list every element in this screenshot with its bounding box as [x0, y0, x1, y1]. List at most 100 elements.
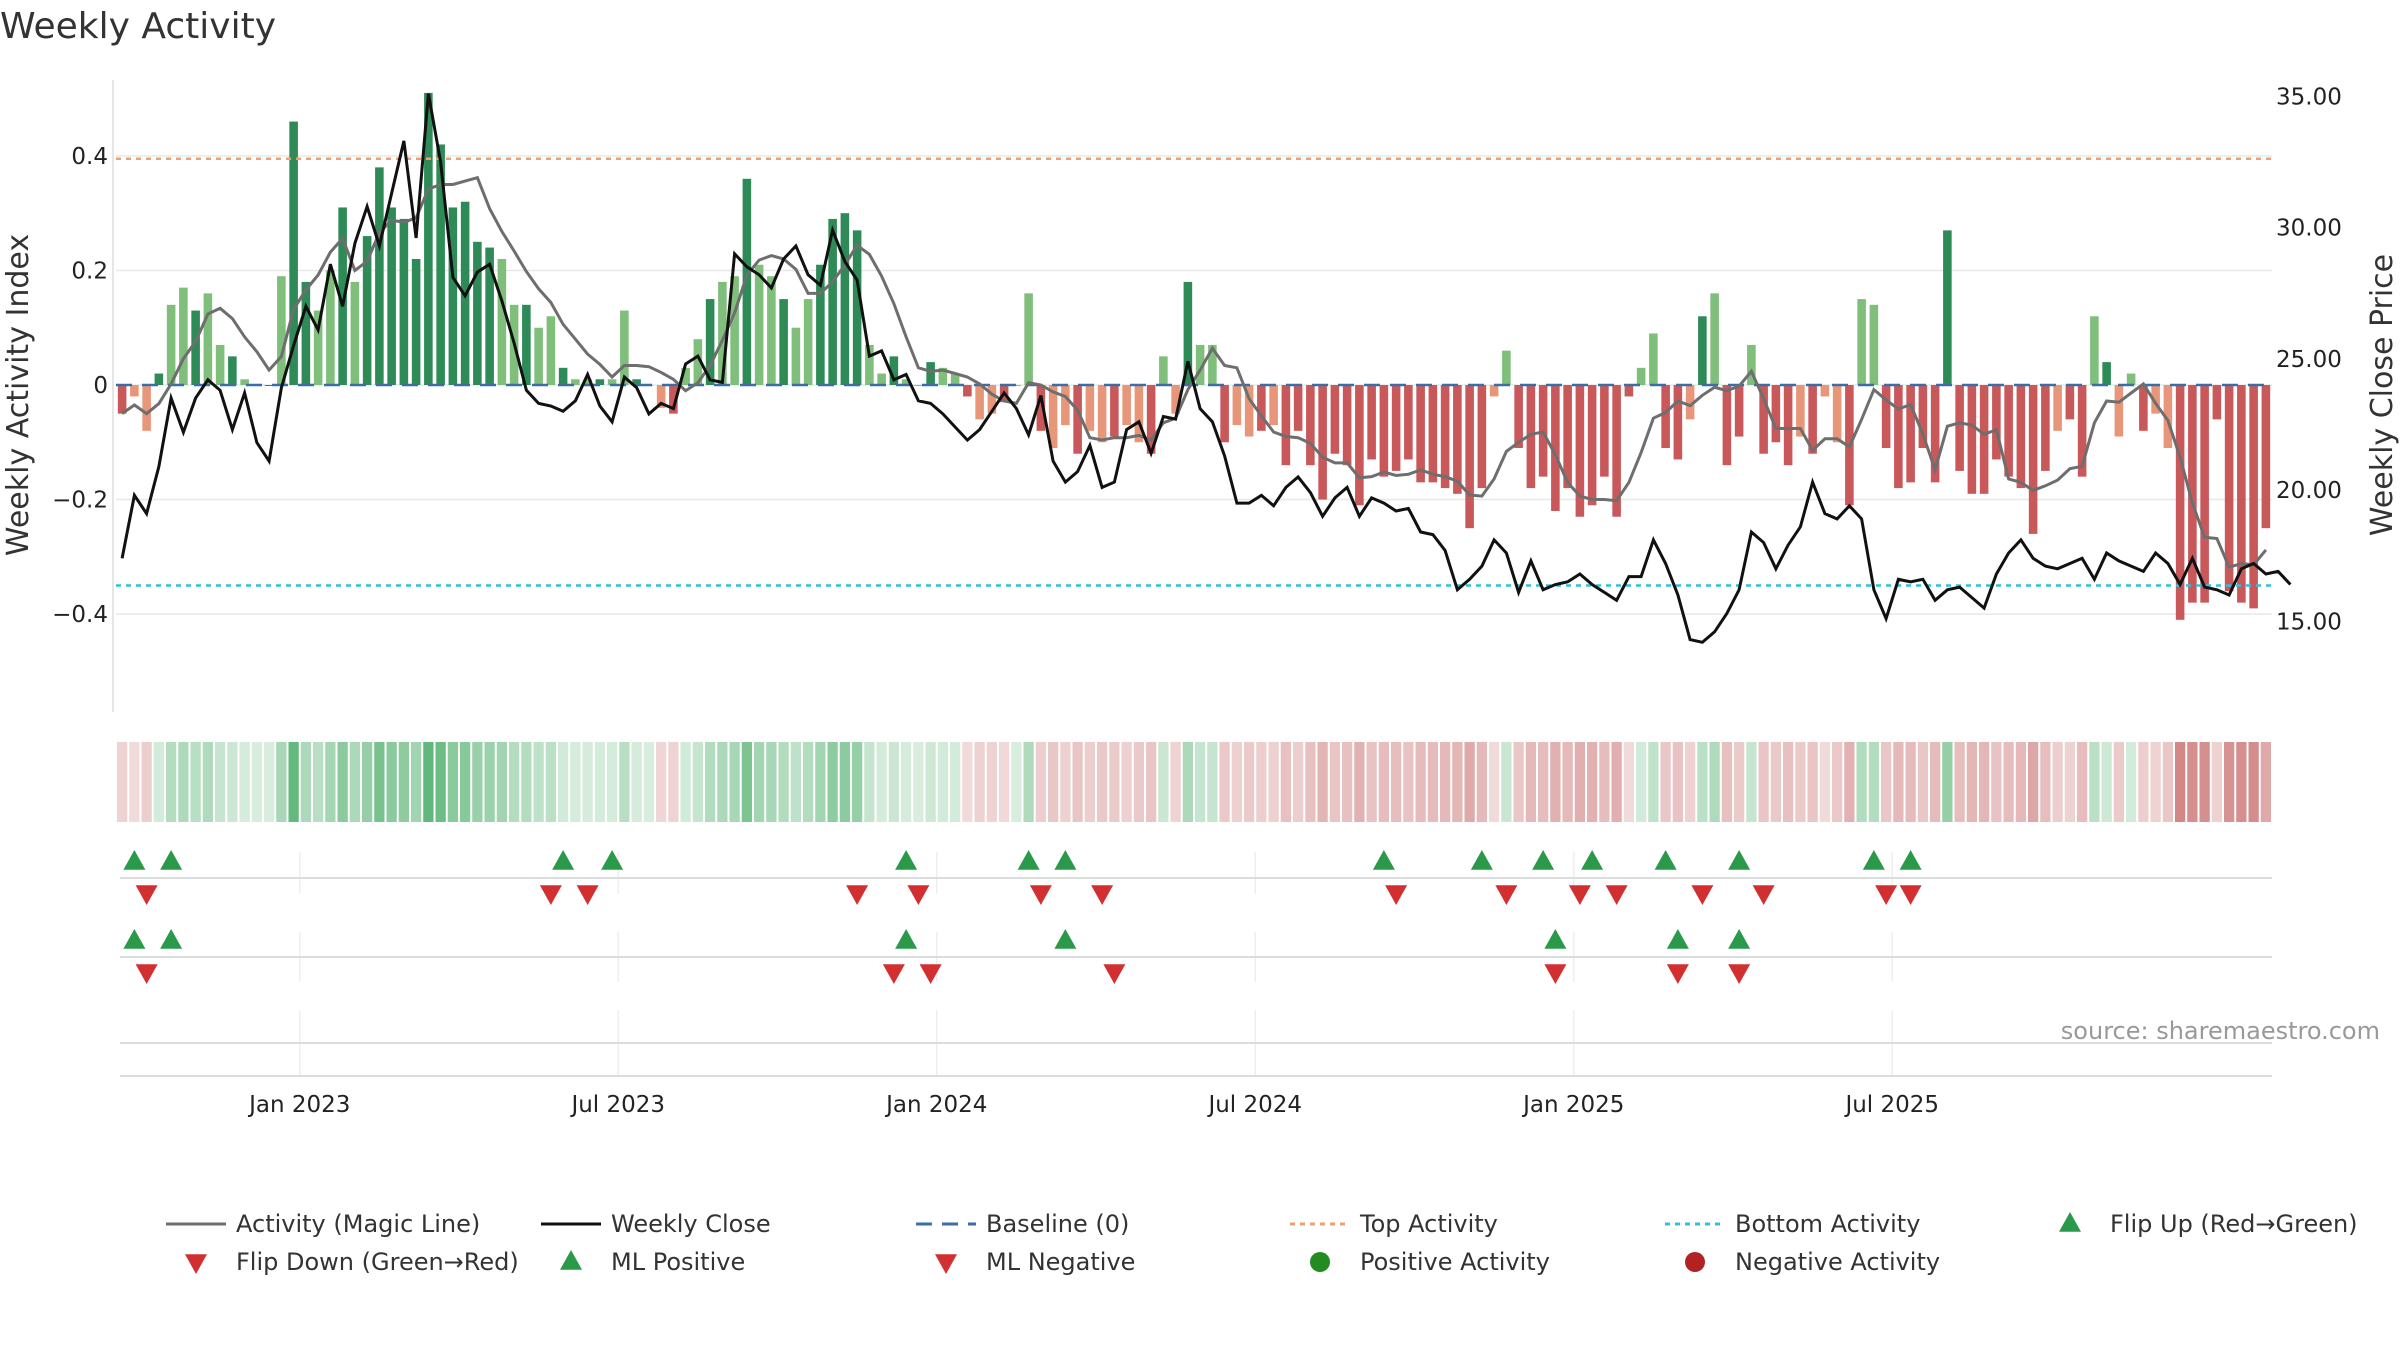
activity-bar	[754, 264, 764, 385]
heat-cell	[1194, 742, 1206, 822]
heat-cell	[227, 742, 238, 822]
heat-cell	[1537, 742, 1549, 822]
heat-cell	[1415, 742, 1426, 822]
heat-cell	[1011, 742, 1022, 822]
heat-cell	[202, 742, 214, 822]
heat-cell	[888, 742, 900, 822]
activity-bar	[2053, 385, 2062, 431]
heat-cell	[1525, 742, 1537, 822]
x-tick-label: Jul 2023	[569, 1092, 665, 1118]
activity-bar	[2028, 385, 2038, 534]
heat-cell	[1807, 742, 1818, 822]
flip-up-marker	[601, 850, 624, 870]
legend-label: Positive Activity	[1360, 1248, 1550, 1276]
heat-cell	[741, 742, 753, 822]
heat-cell	[1929, 742, 1941, 822]
activity-bar	[448, 207, 458, 385]
activity-bar	[2224, 385, 2234, 592]
activity-bar	[546, 316, 556, 385]
flip-up-marker	[1654, 850, 1677, 870]
activity-bar	[705, 299, 715, 385]
activity-bar	[154, 373, 164, 385]
heat-cell	[1697, 742, 1708, 822]
heat-cell	[2064, 742, 2076, 822]
heat-cell	[1795, 742, 1806, 822]
activity-bar	[1195, 344, 1205, 385]
heat-cell	[1856, 742, 1867, 822]
legend-label: Weekly Close	[611, 1210, 771, 1238]
heat-cell	[1035, 742, 1047, 822]
y-right-tick: 15.00	[2276, 609, 2342, 635]
heat-cell	[276, 742, 287, 822]
activity-bar	[1808, 385, 1817, 454]
x-tick-label: Jan 2024	[884, 1092, 987, 1118]
activity-bar	[1269, 385, 1278, 426]
activity-bar	[1771, 385, 1781, 443]
activity-bar	[1257, 385, 1266, 431]
activity-bar	[1747, 344, 1756, 385]
heat-cell	[900, 742, 912, 822]
heat-cell	[594, 742, 606, 822]
y-left-tick: 0.2	[71, 258, 108, 284]
activity-bar	[1379, 385, 1389, 477]
flip-up-marker	[1470, 850, 1493, 870]
activity-bar	[522, 304, 531, 385]
heat-cell	[386, 742, 397, 822]
activity-bar	[1759, 385, 1768, 454]
heat-cell	[116, 742, 128, 822]
heat-cell	[1170, 742, 1181, 822]
activity-bar	[730, 276, 739, 385]
lines-layer	[116, 93, 2292, 644]
legend: Activity (Magic Line) Weekly Close Baselin…	[166, 1210, 2358, 1276]
heat-cell	[2223, 742, 2235, 822]
activity-bar	[2041, 385, 2050, 471]
heat-cell	[655, 742, 667, 822]
flip-down-marker	[1568, 885, 1591, 905]
legend-label: ML Positive	[611, 1248, 745, 1276]
flip-up-marker	[1728, 850, 1751, 870]
heat-cell	[447, 742, 459, 822]
heat-cell	[300, 742, 312, 822]
heat-cell	[1354, 742, 1365, 822]
activity-bar	[1526, 385, 1536, 489]
heat-cell	[851, 742, 863, 822]
ml-negative-marker	[1544, 964, 1567, 984]
heat-cell	[521, 742, 532, 822]
activity-bar	[1048, 385, 1058, 448]
activity-bar	[2200, 385, 2209, 603]
flip-up-marker	[160, 850, 183, 870]
activity-bar	[1330, 385, 1340, 454]
legend-label: Flip Down (Green→Red)	[236, 1248, 519, 1276]
heat-cell	[839, 742, 851, 822]
heat-cell	[1280, 742, 1292, 822]
activity-bar	[1453, 385, 1462, 494]
heat-cell	[692, 742, 704, 822]
activity-bar	[607, 379, 617, 385]
activity-bar	[1024, 293, 1033, 385]
activity-bar	[1208, 344, 1217, 385]
flip-down-marker	[1899, 885, 1922, 905]
heat-cell	[2101, 742, 2112, 822]
heat-cell	[153, 742, 165, 822]
heat-cell	[986, 742, 998, 822]
flip-down-marker	[907, 885, 930, 905]
heat-cell	[1868, 742, 1880, 822]
heat-cell	[790, 742, 802, 822]
activity-bar	[1734, 385, 1744, 437]
heat-cell	[778, 742, 789, 822]
heat-cell	[668, 742, 679, 822]
heat-cell	[2236, 742, 2247, 822]
heat-cell	[337, 742, 348, 822]
activity-bar	[1416, 385, 1425, 483]
activity-bar	[1134, 385, 1144, 443]
x-tick-label: Jan 2023	[247, 1092, 350, 1118]
activity-bar	[1857, 299, 1866, 385]
flip-up-marker	[552, 850, 575, 870]
x-tick-label: Jul 2024	[1206, 1092, 1302, 1118]
ml-negative-marker	[882, 964, 905, 984]
activity-bar	[926, 362, 935, 385]
ml-positive-marker	[1666, 929, 1689, 949]
activity-bar	[1710, 293, 1719, 385]
heat-cell	[288, 742, 299, 822]
